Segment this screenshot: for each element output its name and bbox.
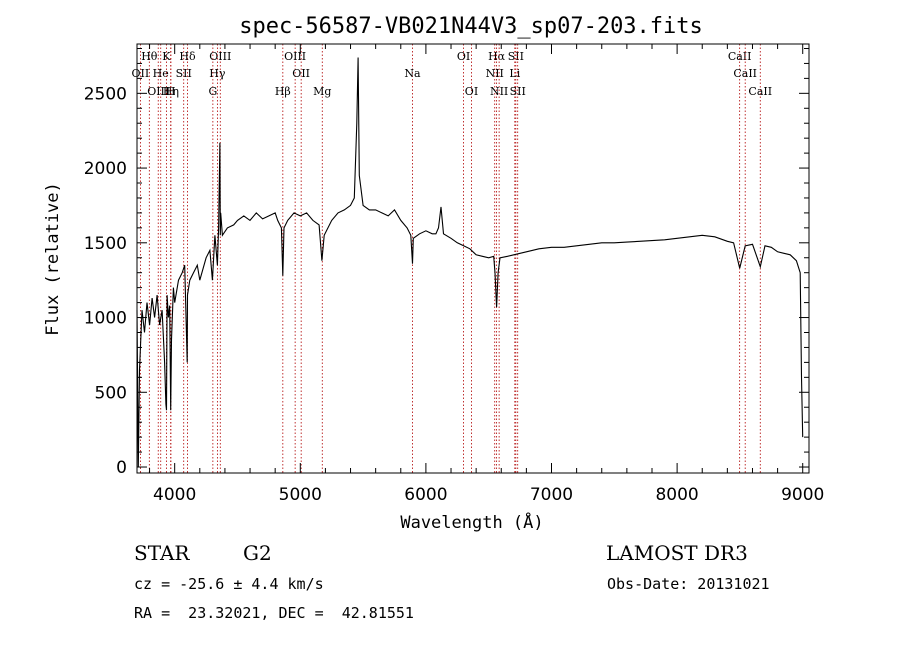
line-marker-label: CaII [748,85,772,98]
line-marker-label: Na [404,67,421,80]
redshift-text: cz = -25.6 ± 4.4 km/s [134,575,324,593]
line-marker-label: SII [510,85,526,98]
y-tick-label: 2000 [84,159,127,179]
line-marker-label: OIII [209,50,231,63]
x-axis-label: Wavelength (Å) [400,511,543,533]
line-marker-label: NII [486,67,504,80]
line-marker-label: OI [465,85,478,98]
line-marker-label: CaII [733,67,757,80]
y-tick-label: 1000 [84,309,127,329]
line-marker-label: Hα [488,50,506,63]
x-tick-label: 5000 [279,485,322,505]
line-marker-label: OIII [147,85,169,98]
spectrum-series [136,57,804,468]
coordinates: RA = 23.32021, DEC = 42.81551 [134,604,414,622]
x-tick-label: 6000 [404,485,447,505]
line-marker-label: CaII [728,50,752,63]
line-marker-label: NII [490,85,508,98]
line-marker-label: OII [132,67,150,80]
line-marker-label: OII [292,67,310,80]
x-tick-label: 4000 [153,485,196,505]
axis-ticks: 4000 5000 6000 7000 8000 9000 0 500 1000 1500 2000… [84,44,824,505]
line-marker-label: K [162,50,171,63]
line-marker-label: Hθ [141,50,158,63]
plot-frame [136,43,810,474]
y-tick-label: 1500 [84,234,127,254]
line-marker-label: SII [508,50,524,63]
line-marker-label: Mg [313,85,331,98]
object-subclass: G2 [243,541,272,565]
x-tick-label: 9000 [781,485,824,505]
object-type: STAR [134,541,190,565]
line-marker-label: Hβ [275,85,291,98]
line-marker-label: OIII [284,50,306,63]
line-marker-label: He [153,67,169,80]
obs-date: Obs-Date: 20131021 [607,575,770,593]
x-tick-label: 7000 [530,485,573,505]
y-axis-label: Flux (relative) [43,182,63,336]
line-marker-label: Hη [163,85,179,98]
survey-name: LAMOST DR3 [606,541,748,565]
y-tick-label: 0 [116,458,127,478]
line-marker-label: G [208,85,217,98]
line-marker-label: Hδ [179,50,196,63]
chart-title: spec-56587-VB021N44V3_sp07-203.fits [239,14,703,39]
y-tick-label: 2500 [84,84,127,104]
line-marker-label: H [166,85,176,98]
y-tick-label: 500 [95,383,127,403]
line-marker-label: OI [457,50,470,63]
line-marker-label: Li [509,67,520,80]
line-marker-label: SII [176,67,192,80]
x-tick-label: 8000 [655,485,698,505]
line-marker-label: Hγ [209,67,226,80]
